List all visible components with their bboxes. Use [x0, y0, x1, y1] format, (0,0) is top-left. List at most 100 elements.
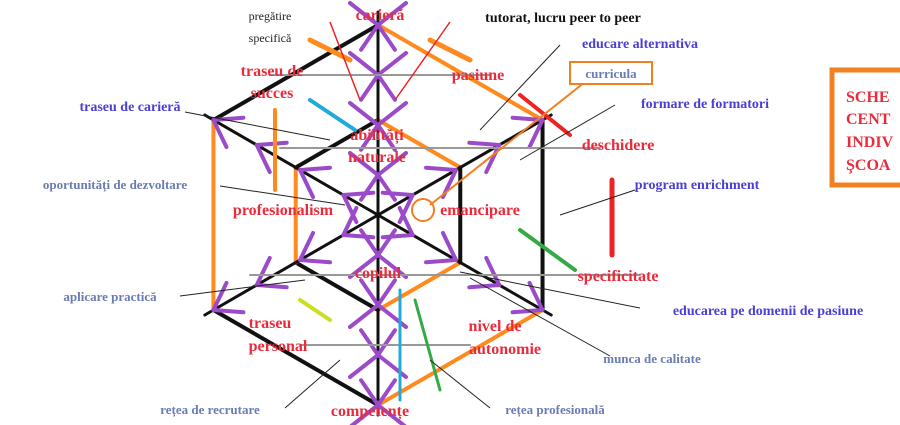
node-label: profesionalism	[233, 202, 334, 219]
node-label: naturale	[348, 149, 406, 166]
pattern-line	[376, 278, 397, 307]
pattern-line	[348, 151, 380, 177]
pattern-line	[376, 253, 408, 279]
pointer	[429, 359, 491, 409]
curricula-box	[569, 61, 653, 85]
annotation: oportunități de dezvoltare	[43, 177, 187, 193]
pattern-line	[380, 233, 415, 240]
pattern-line	[359, 328, 380, 357]
pattern-line	[376, 213, 553, 317]
pattern-line	[376, 260, 463, 312]
annotation: munca de calitate	[603, 351, 701, 366]
pattern-line	[397, 205, 415, 237]
pattern-line	[211, 308, 380, 407]
node-label: pasiune	[452, 67, 504, 84]
pattern-line	[211, 23, 380, 122]
pattern-line	[298, 298, 332, 322]
side-box-text: SCHE	[846, 89, 890, 106]
annotation: rețea profesională	[505, 402, 605, 418]
pattern-line	[376, 123, 397, 152]
annotation: educarea pe domenii de pasiune	[673, 304, 863, 319]
pointer	[179, 279, 306, 297]
curricula-pointer	[429, 81, 586, 206]
pattern-line	[341, 205, 359, 237]
pointer	[329, 21, 361, 101]
annotation: aplicare practică	[63, 289, 157, 304]
pattern-line	[427, 37, 473, 63]
pattern-line	[359, 228, 380, 257]
pattern-line	[440, 230, 458, 262]
pattern-line	[376, 51, 408, 77]
node-label: succes	[251, 85, 294, 102]
pattern-line	[376, 173, 397, 202]
pointer	[469, 277, 611, 357]
pointer	[459, 271, 641, 309]
labels: pregătire specifică tutorat, lucru peer …	[43, 7, 894, 421]
node-label: carieră	[356, 7, 405, 24]
curricula-target	[411, 198, 435, 222]
note: specifică	[249, 31, 292, 45]
pattern-line	[413, 298, 442, 392]
pattern-line	[359, 23, 380, 52]
pointer	[184, 111, 331, 141]
pattern-line	[203, 213, 380, 317]
pattern-line	[348, 353, 380, 379]
pattern-line	[376, 101, 408, 127]
side-box-text: CENT	[846, 111, 891, 128]
annotation: formare de formatori	[641, 97, 769, 112]
node-label: competențe	[331, 403, 409, 421]
note: pregătire	[249, 9, 292, 23]
pattern-line	[293, 260, 380, 312]
pattern-line	[254, 140, 289, 147]
pointer	[559, 189, 636, 216]
pattern-line	[298, 165, 332, 172]
pattern-line	[211, 115, 246, 122]
node-label: autonomie	[469, 341, 541, 358]
pattern-line	[293, 118, 380, 170]
pattern-line	[349, 403, 380, 425]
snowflake-pattern	[203, 1, 641, 425]
pattern-line	[376, 308, 545, 407]
pattern-line	[348, 101, 380, 127]
pattern-line	[397, 193, 415, 225]
pattern-line	[376, 403, 407, 425]
pattern-line	[254, 143, 272, 175]
pointers	[179, 21, 641, 409]
pattern-line	[254, 255, 272, 287]
pattern-line	[467, 140, 502, 147]
pattern-line	[484, 255, 502, 287]
pattern-line	[376, 328, 397, 357]
pattern-line	[298, 230, 316, 262]
pattern-line	[527, 280, 545, 312]
pattern-line	[211, 308, 246, 315]
pattern-line	[341, 190, 376, 197]
pattern-line	[376, 23, 397, 52]
pointer	[284, 359, 341, 409]
node-label: nivel de	[469, 318, 522, 335]
node-label: traseu	[249, 315, 292, 332]
pattern-line	[211, 280, 229, 312]
pattern-line	[359, 173, 380, 202]
pattern-line	[348, 51, 380, 77]
side-box-text: INDIV	[846, 134, 894, 151]
pattern-line	[518, 228, 577, 272]
pattern-line	[341, 233, 376, 240]
pattern-line	[348, 1, 380, 27]
pattern-line	[376, 378, 397, 407]
annotation: educare alternativa	[582, 37, 698, 52]
pattern-line	[203, 113, 380, 217]
node-label: deschidere	[582, 137, 655, 154]
pattern-line	[359, 378, 380, 407]
pattern-line	[376, 228, 397, 257]
pattern-line	[424, 165, 458, 172]
pattern-line	[211, 118, 229, 150]
side-box	[829, 67, 900, 188]
node-label: specificitate	[578, 268, 659, 285]
pattern-line	[376, 353, 408, 379]
pattern-line	[510, 308, 545, 315]
pattern-line	[376, 151, 408, 177]
annotation: traseu de carieră	[79, 100, 180, 115]
pattern-line	[359, 278, 380, 307]
node-label: traseu de	[241, 63, 304, 80]
pointer	[479, 44, 561, 131]
